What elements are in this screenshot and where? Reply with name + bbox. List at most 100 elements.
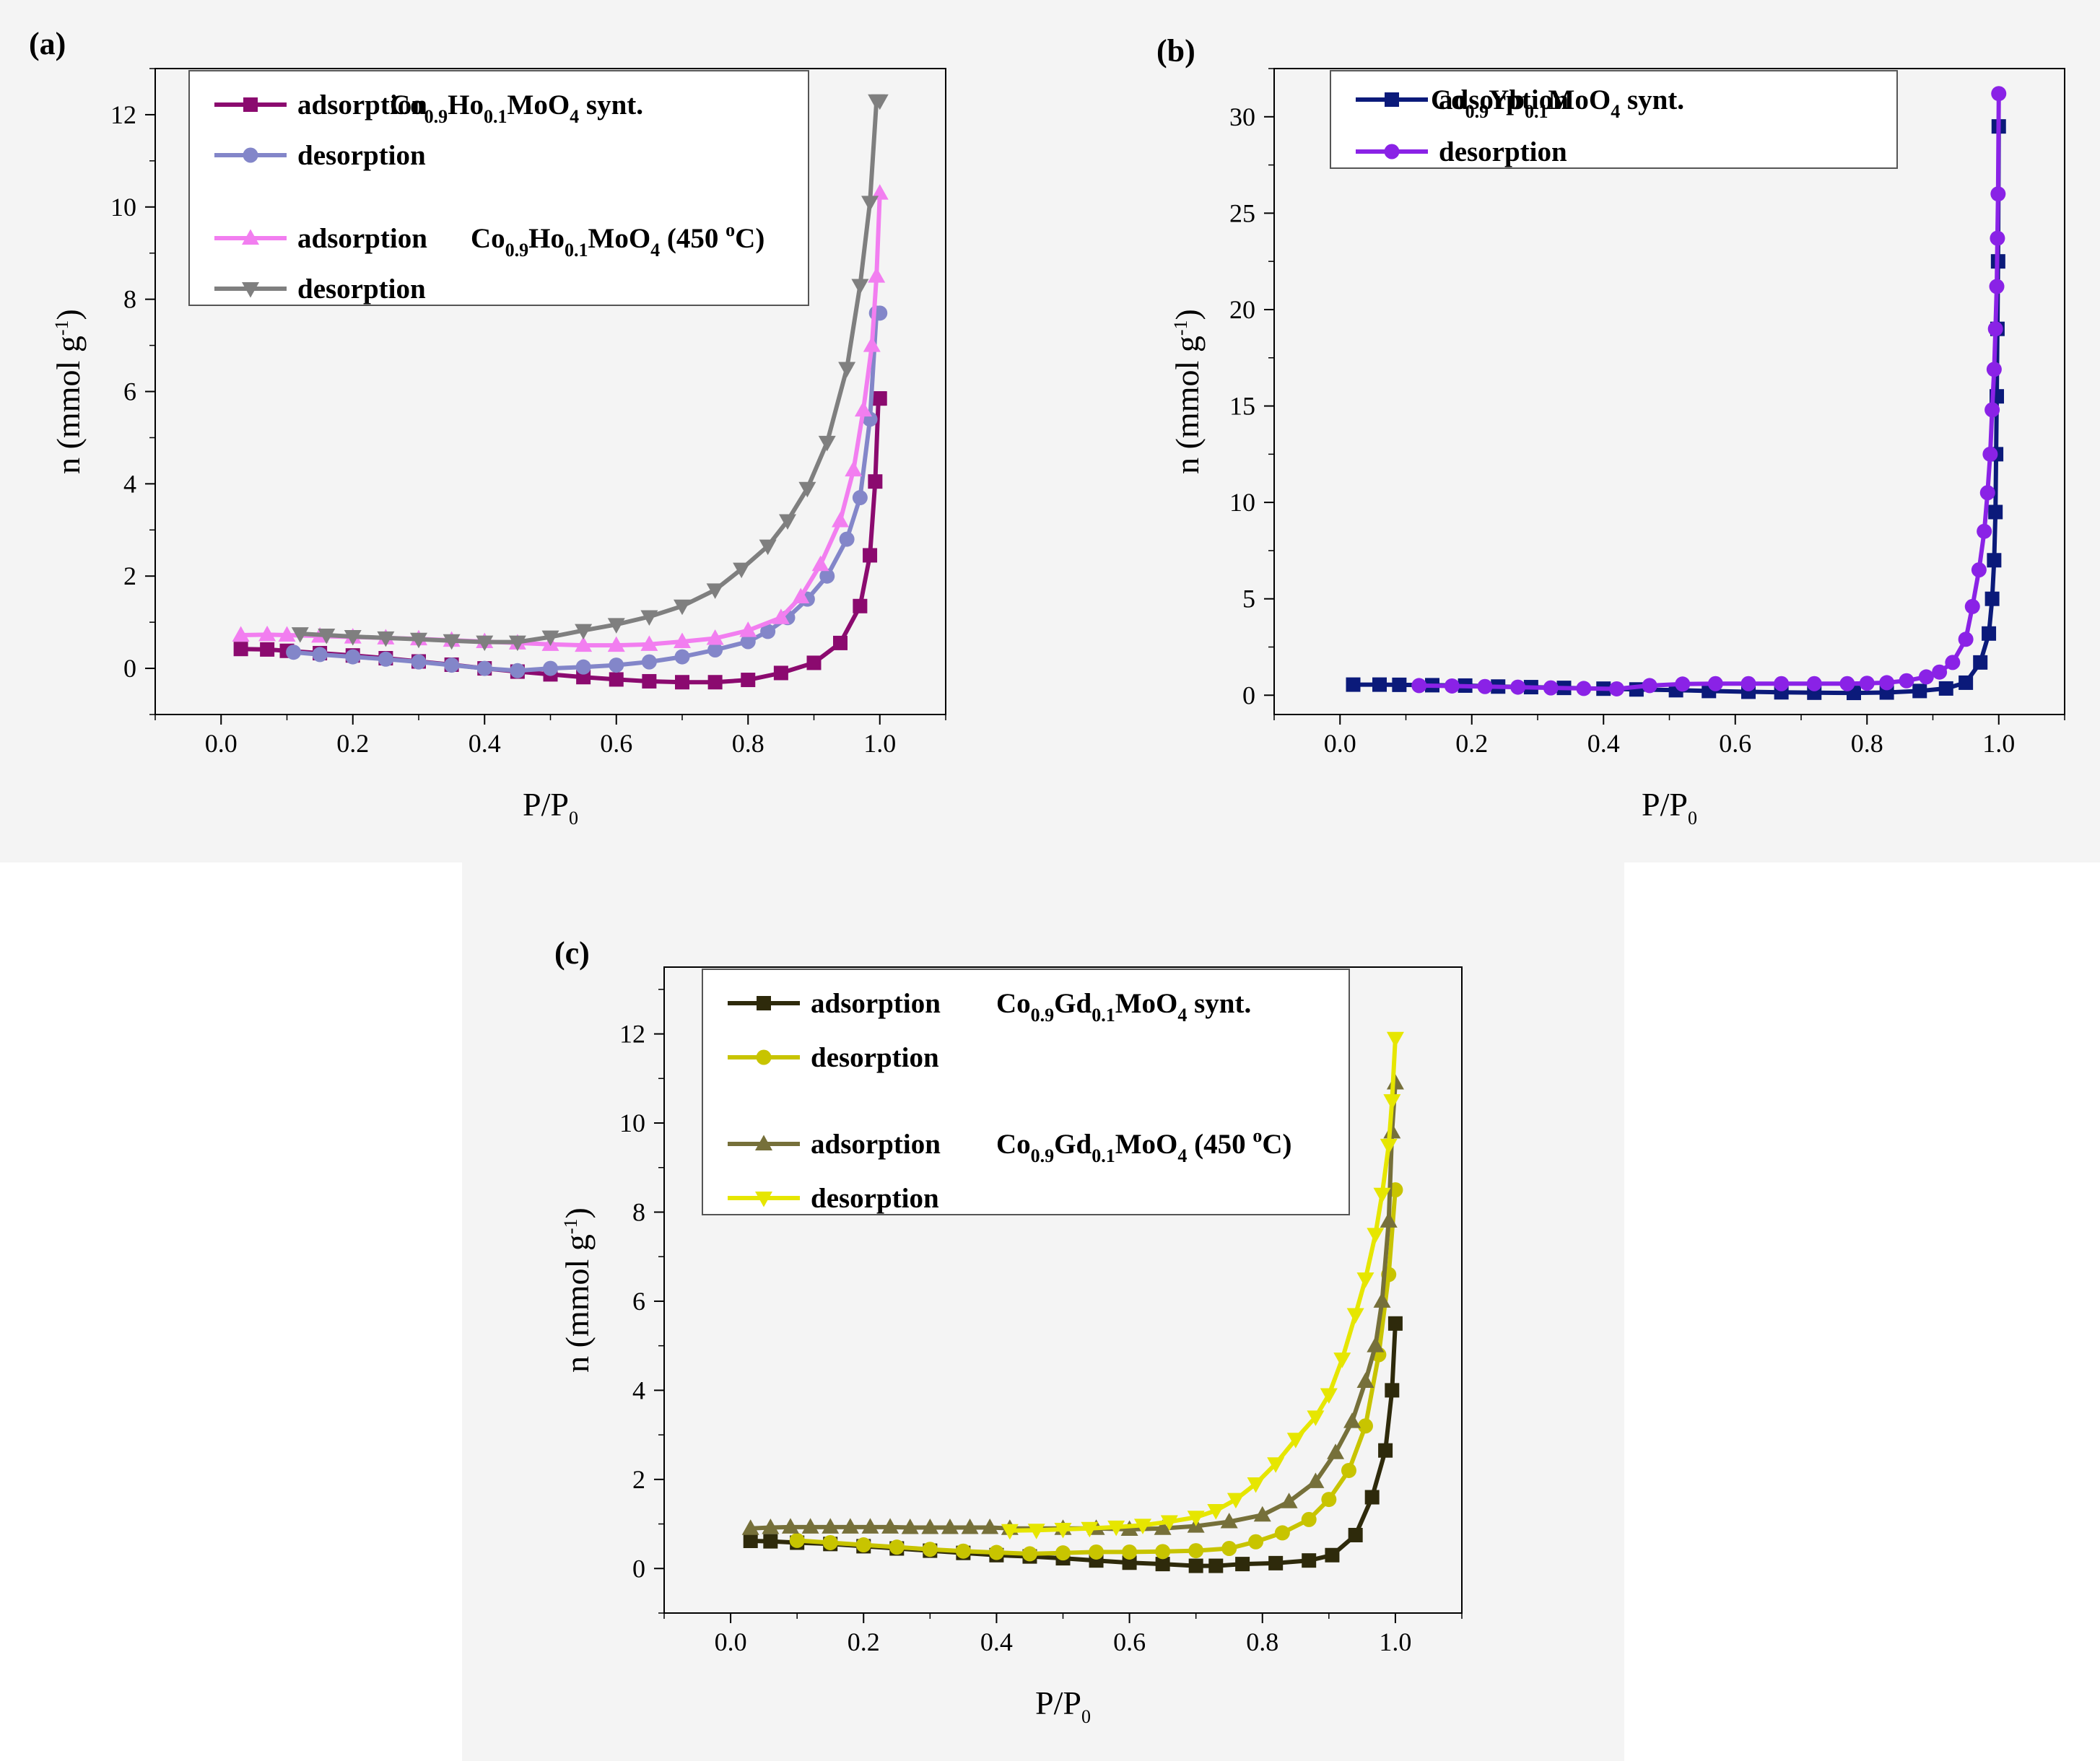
marker-square xyxy=(872,391,887,406)
marker-triangle-up xyxy=(881,1518,899,1534)
series-desorption-3 xyxy=(291,94,889,652)
marker-square xyxy=(1208,1558,1224,1573)
marker-triangle-up xyxy=(981,1518,999,1534)
x-tick-label: 0.8 xyxy=(1851,729,1883,758)
marker-circle xyxy=(1021,1546,1037,1562)
subscript: 4 xyxy=(1177,1005,1187,1026)
marker-circle xyxy=(1899,673,1914,689)
marker-triangle-up xyxy=(921,1518,939,1534)
series-line xyxy=(1353,126,2001,696)
x-tick-label: 1.0 xyxy=(863,729,896,758)
marker-square xyxy=(260,642,275,657)
marker-triangle-up xyxy=(871,184,889,200)
marker-circle xyxy=(822,1534,838,1550)
marker-circle xyxy=(988,1544,1004,1560)
marker-square xyxy=(1392,677,1407,692)
marker-circle xyxy=(1979,485,1995,501)
x-tick-label: 0.2 xyxy=(1455,729,1488,758)
x-tick-label: 0.0 xyxy=(1324,729,1356,758)
text-part: synt. xyxy=(579,89,643,121)
marker-triangle-down xyxy=(1320,1388,1338,1404)
x-tick-label: 0.6 xyxy=(600,729,632,758)
subscript: 0.1 xyxy=(1092,1145,1115,1166)
marker-square xyxy=(1155,1557,1170,1572)
marker-triangle-down xyxy=(1307,1410,1325,1426)
text-part: Co xyxy=(996,988,1031,1019)
marker-circle xyxy=(1982,446,1998,462)
marker-circle xyxy=(1411,678,1427,694)
marker-triangle-up xyxy=(762,1518,780,1534)
marker-circle xyxy=(1155,1544,1171,1560)
marker-circle xyxy=(1987,321,2003,337)
marker-circle xyxy=(819,568,835,584)
marker-square xyxy=(1188,1558,1203,1573)
marker-triangle-down xyxy=(242,282,259,298)
marker-square xyxy=(1987,553,2002,568)
legend-label: adsorption xyxy=(811,988,941,1019)
x-tick-label: 1.0 xyxy=(1982,729,2015,758)
marker-circle xyxy=(1918,669,1934,685)
legend-label: desorption xyxy=(811,1183,939,1214)
marker-circle xyxy=(1642,678,1657,694)
marker-circle xyxy=(286,644,302,660)
marker-triangle-up xyxy=(1373,1292,1391,1308)
marker-triangle-down xyxy=(838,362,856,378)
marker-circle xyxy=(378,651,393,667)
legend-box xyxy=(188,70,809,306)
marker-triangle-down xyxy=(344,629,362,646)
y-tick-label: 15 xyxy=(1229,392,1255,421)
x-axis-label: P/P0 xyxy=(1642,786,1697,829)
series-line xyxy=(796,1189,1398,1556)
series-desorption-3 xyxy=(1001,1031,1404,1540)
marker-square xyxy=(773,665,788,681)
legend: adsorption Co0.9Gd0.1MoO4 synt.desorption… xyxy=(702,969,1350,1215)
text-part: Yb xyxy=(1489,84,1525,115)
subscript: 4 xyxy=(570,106,579,127)
text-part: (450 xyxy=(660,223,726,254)
subscript: 4 xyxy=(1611,101,1620,122)
y-tick-label: 8 xyxy=(123,285,136,314)
marker-triangle-up xyxy=(863,336,881,352)
marker-circle xyxy=(1945,655,1961,670)
legend-box xyxy=(702,969,1350,1215)
subscript: 0.1 xyxy=(484,106,507,127)
marker-square xyxy=(1938,681,1953,696)
marker-triangle-up xyxy=(845,460,863,477)
y-tick-label: 0 xyxy=(632,1554,645,1583)
marker-square xyxy=(1364,1490,1380,1505)
y-tick-label: 6 xyxy=(632,1287,645,1316)
legend-material: Co0.9Yb0.1MoO4 synt. xyxy=(1431,84,1684,122)
marker-circle xyxy=(411,654,427,670)
text-part: n (mmol g xyxy=(50,336,87,474)
marker-triangle-down xyxy=(1001,1524,1019,1540)
marker-square xyxy=(1346,677,1361,692)
marker-triangle-up xyxy=(1154,1519,1172,1535)
marker-triangle-up xyxy=(1367,1337,1385,1353)
legend-label: desorption xyxy=(297,140,426,171)
superscript: -1 xyxy=(1170,320,1191,336)
text-part: Ho xyxy=(448,89,484,121)
marker-triangle-down xyxy=(798,481,816,498)
subscript: 0.9 xyxy=(1031,1145,1055,1166)
marker-circle xyxy=(756,1049,772,1065)
marker-circle xyxy=(855,1537,871,1553)
marker-triangle-down xyxy=(1134,1519,1151,1534)
marker-triangle-up xyxy=(232,626,250,642)
legend-label: adsorption xyxy=(1439,84,1569,115)
marker-triangle-up xyxy=(258,625,276,642)
marker-triangle-down xyxy=(476,635,494,652)
x-tick-label: 0.4 xyxy=(469,729,501,758)
panel-label: (a) xyxy=(29,26,66,61)
marker-square xyxy=(1385,92,1399,107)
y-tick-label: 5 xyxy=(1242,585,1255,613)
marker-square xyxy=(1378,1443,1393,1458)
text-part: Gd xyxy=(1054,988,1092,1019)
marker-circle xyxy=(707,642,723,657)
x-tick-label: 0.0 xyxy=(715,1627,747,1656)
y-tick-label: 2 xyxy=(123,561,136,590)
marker-square xyxy=(806,655,822,670)
subscript: 0.9 xyxy=(424,106,448,127)
text-part: Co xyxy=(471,223,505,254)
